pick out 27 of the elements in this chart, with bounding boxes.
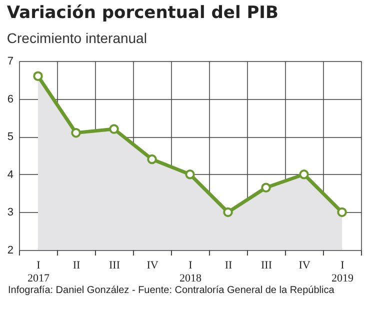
y-tick-label: 7 — [7, 56, 14, 68]
x-tick-label: III — [261, 260, 272, 272]
x-tick-label: IV — [298, 260, 310, 272]
x-tick-label: III — [109, 260, 120, 272]
x-tick-label: I 2017 — [28, 260, 50, 284]
point — [71, 128, 81, 138]
text: Infografía: Daniel González - Fuente: Contraloría General de la República — [7, 285, 336, 296]
y-tick-label: 6 — [7, 93, 14, 106]
x-tick-label: IV — [146, 260, 158, 272]
point — [261, 182, 271, 192]
point — [223, 207, 233, 218]
x-tick-label: II — [72, 260, 80, 272]
y-tick-label: 4 — [7, 168, 14, 181]
y-tick-label: 5 — [7, 131, 14, 144]
x-tick-label: II — [224, 260, 232, 272]
point — [185, 170, 195, 180]
point — [147, 154, 157, 164]
point — [109, 124, 119, 134]
point — [299, 170, 309, 180]
chart-title: Variación porcentual del PIB — [6, 3, 278, 23]
y-tick-label: 3 — [7, 206, 14, 219]
point — [33, 71, 43, 81]
x-tick-label: I 2019 — [332, 260, 354, 284]
chart-subtitle: Crecimiento interanual — [6, 30, 147, 46]
y-tick-label: 2 — [7, 244, 14, 256]
point — [337, 207, 347, 218]
x-tick-label: I 2018 — [180, 260, 202, 284]
